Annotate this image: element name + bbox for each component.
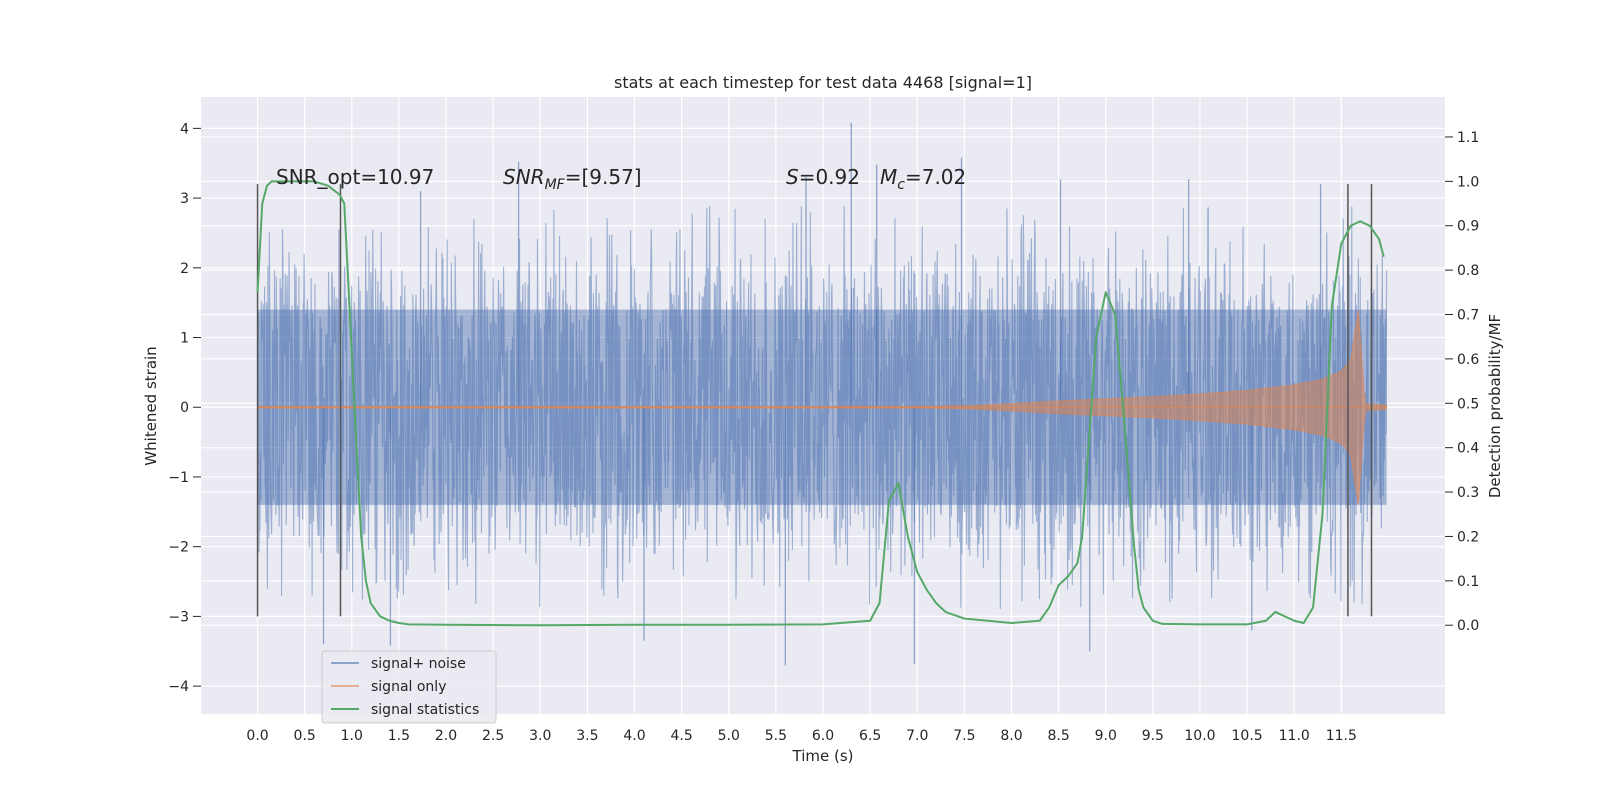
- y-axis-label: Whitened strain: [142, 346, 160, 465]
- annotation-snr-mf-sub: MF: [545, 177, 566, 193]
- legend-label-signal-only: signal only: [371, 679, 446, 695]
- y-tick-label: 3: [180, 191, 189, 207]
- y-tick-label: 4: [180, 121, 189, 137]
- legend: signal+ noise signal only signal statist…: [321, 650, 497, 724]
- y-axis-ticks: −4 −3 −2 −1 0 1 2 3 4: [168, 121, 201, 695]
- y-tick-label: −2: [168, 540, 189, 556]
- right-y-tick-label: 0.1: [1457, 574, 1479, 590]
- x-tick-label: 11.0: [1279, 728, 1310, 744]
- x-tick-label: 4.5: [671, 728, 693, 744]
- annotation-s-value: =0.92: [799, 165, 860, 189]
- x-tick-label: 3.0: [529, 728, 551, 744]
- right-y-axis-ticks: 0.0 0.1 0.2 0.3 0.4 0.5 0.6 0.7 0.8 0.9 1.0 1.1: [1445, 130, 1479, 634]
- x-tick-label: 6.0: [812, 728, 834, 744]
- x-tick-label: 7.5: [953, 728, 975, 744]
- x-tick-label: 5.0: [718, 728, 740, 744]
- x-tick-label: 11.5: [1326, 728, 1357, 744]
- x-axis-label: Time (s): [792, 747, 854, 765]
- x-tick-label: 8.0: [1000, 728, 1022, 744]
- legend-label-signal-plus-noise: signal+ noise: [371, 656, 466, 672]
- y-tick-label: 0: [180, 400, 189, 416]
- annotation-snr-opt: SNR_opt=10.97: [276, 165, 434, 189]
- annotation-s: S=0.92: [786, 165, 860, 189]
- x-tick-label: 5.5: [765, 728, 787, 744]
- annotation-snr-mf: SNRMF=[9.57]: [503, 165, 642, 193]
- y-tick-label: 2: [180, 261, 189, 277]
- annotation-snr-mf-value: =[9.57]: [565, 165, 642, 189]
- vertical-markers: [256, 184, 1373, 617]
- annotation-mc-base: M: [880, 165, 897, 189]
- x-tick-label: 8.5: [1047, 728, 1069, 744]
- right-y-tick-label: 0.2: [1457, 529, 1479, 545]
- legend-label-signal-statistics: signal statistics: [371, 702, 479, 718]
- x-tick-label: 0.0: [246, 728, 268, 744]
- series-signal-statistics: [256, 180, 1385, 627]
- x-tick-label: 2.0: [435, 728, 457, 744]
- right-y-tick-label: 0.7: [1457, 308, 1479, 324]
- x-tick-label: 10.0: [1184, 728, 1215, 744]
- right-y-tick-label: 0.5: [1457, 396, 1479, 412]
- x-tick-label: 7.0: [906, 728, 928, 744]
- noise-line: [257, 205, 1388, 609]
- right-y-tick-label: 0.9: [1457, 219, 1479, 235]
- x-tick-label: 10.5: [1232, 728, 1263, 744]
- annotation-mc: Mc=7.02: [880, 165, 966, 193]
- x-tick-label: 3.5: [576, 728, 598, 744]
- annotation-mc-value: =7.02: [905, 165, 966, 189]
- right-y-tick-label: 1.1: [1457, 130, 1479, 146]
- x-tick-label: 4.0: [623, 728, 645, 744]
- right-y-axis-label: Detection probability/MF: [1486, 314, 1504, 498]
- right-y-tick-label: 0.4: [1457, 441, 1479, 457]
- x-tick-label: 9.5: [1142, 728, 1164, 744]
- y-tick-label: 1: [180, 331, 189, 347]
- x-tick-label: 9.0: [1095, 728, 1117, 744]
- annotation-mc-sub: c: [897, 177, 905, 193]
- chart-title: stats at each timestep for test data 446…: [614, 73, 1032, 92]
- x-tick-label: 0.5: [294, 728, 316, 744]
- right-y-tick-label: 1.0: [1457, 174, 1479, 190]
- right-y-tick-label: 0.6: [1457, 352, 1479, 368]
- right-y-tick-label: 0.3: [1457, 485, 1479, 501]
- series-signal-only: [257, 310, 1388, 505]
- legend-box: [321, 650, 497, 724]
- x-tick-label: 6.5: [859, 728, 881, 744]
- y-tick-label: −3: [168, 609, 189, 625]
- x-tick-label: 2.5: [482, 728, 504, 744]
- y-tick-label: −4: [168, 679, 189, 695]
- annotation-s-symbol: S: [786, 165, 799, 189]
- x-axis-ticks: 0.0 0.5 1.0 1.5 2.0 2.5 3.0 3.5 4.0 4.5 5.0 5.5 6.0 6…: [246, 728, 1357, 744]
- right-y-tick-label: 0.0: [1457, 618, 1479, 634]
- statistics-line: [256, 180, 1385, 627]
- x-tick-label: 1.0: [341, 728, 363, 744]
- annotation-snr-mf-base: SNR: [503, 165, 545, 189]
- right-y-tick-label: 0.8: [1457, 263, 1479, 279]
- x-tick-label: 1.5: [388, 728, 410, 744]
- y-tick-label: −1: [168, 470, 189, 486]
